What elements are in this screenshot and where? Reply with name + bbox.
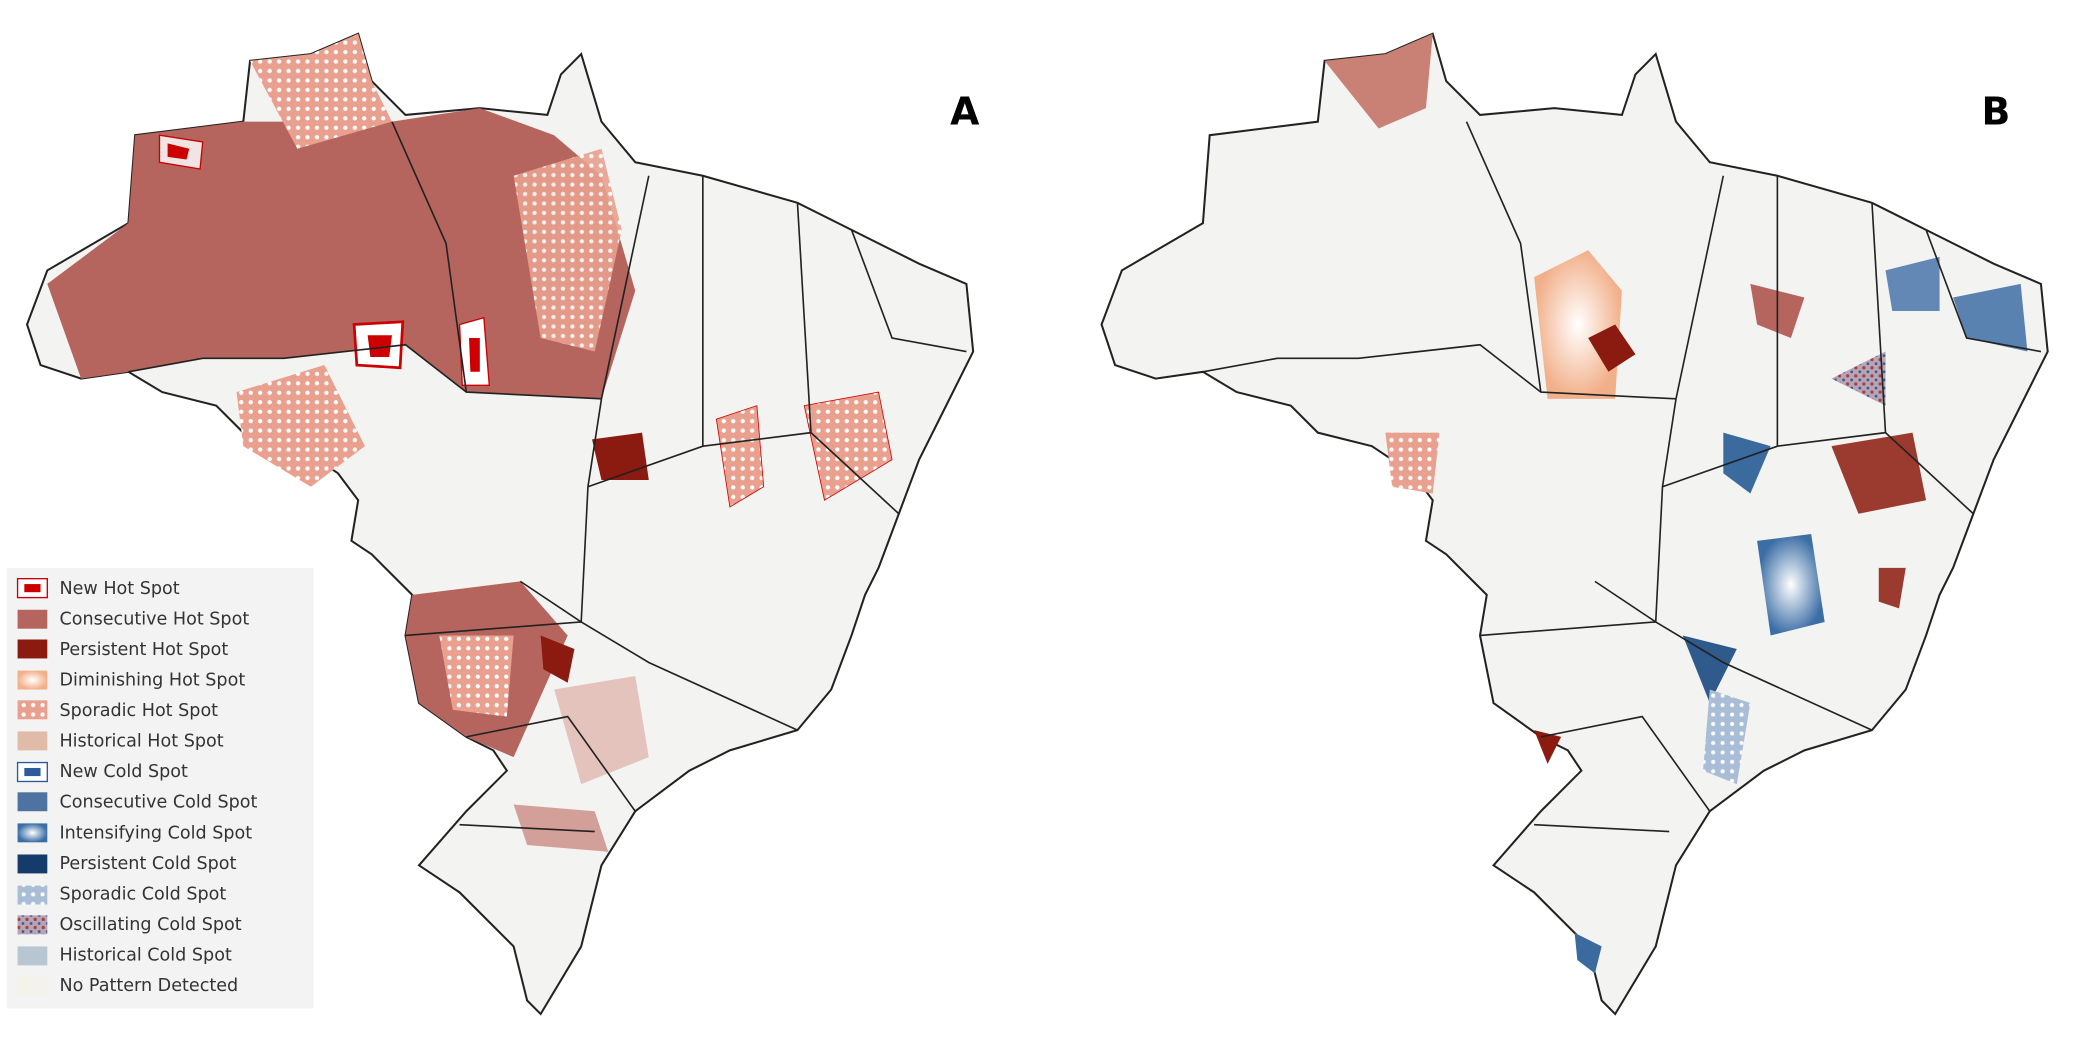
legend-label: Sporadic Cold Spot — [59, 884, 226, 904]
legend-label: Diminishing Hot Spot — [59, 670, 245, 690]
legend-label: Historical Cold Spot — [59, 945, 231, 965]
legend-label: Oscillating Cold Spot — [59, 915, 241, 935]
legend-label: New Cold Spot — [59, 762, 188, 782]
legend-box — [6, 567, 314, 1009]
panel-label: B — [1981, 89, 2010, 133]
legend-label: Consecutive Cold Spot — [59, 793, 257, 813]
map-b — [1100, 32, 2049, 1016]
legend-label: Historical Hot Spot — [59, 732, 223, 752]
legend-label: Persistent Cold Spot — [59, 854, 236, 874]
legend-label: No Pattern Detected — [59, 976, 238, 996]
legend-label: Intensifying Cold Spot — [59, 823, 252, 843]
legend-label: New Hot Spot — [59, 579, 179, 599]
legend-label: Consecutive Hot Spot — [59, 609, 249, 629]
legend-label: Sporadic Hot Spot — [59, 701, 218, 721]
legend-label: Persistent Hot Spot — [59, 640, 228, 660]
panel-label: A — [950, 89, 980, 133]
legend: New Hot Spot Consecutive Hot Spot Persiste… — [6, 567, 314, 1009]
map-a — [26, 32, 975, 1016]
